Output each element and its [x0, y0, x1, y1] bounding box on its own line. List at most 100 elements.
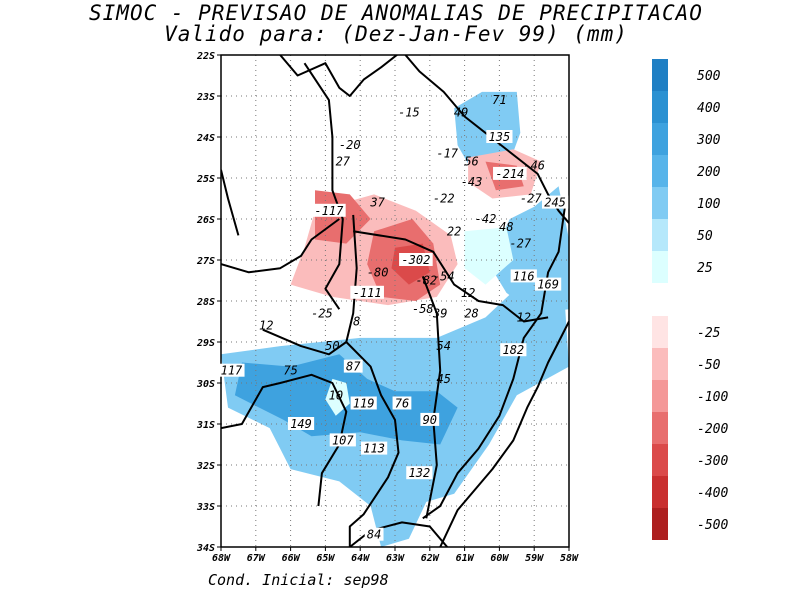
value-label: 49 [454, 105, 468, 119]
legend-negative-swatch [652, 444, 668, 476]
value-label: -54 [433, 269, 455, 283]
lat-tick-label: 30S [196, 379, 215, 390]
lon-tick-label: 63W [386, 553, 405, 564]
border-santafe-west [421, 276, 442, 519]
value-label: -82 [415, 274, 437, 288]
lat-tick-label: 24S [196, 133, 215, 144]
value-label: 117 [221, 364, 243, 378]
border-parana-river [422, 202, 567, 520]
value-label: 119 [353, 397, 375, 411]
map-title: SIMOC - PREVISAO DE ANOMALIAS DE PRECIPI… [89, 1, 703, 25]
legend-negative-swatch [652, 476, 668, 508]
lat-tick-label: 33S [196, 502, 215, 513]
political-borders [221, 55, 569, 547]
value-label: 56 [464, 155, 478, 169]
value-label: 28 [464, 306, 478, 320]
value-label-box [343, 359, 363, 373]
legend-negative-swatch [652, 380, 668, 412]
lon-tick-label: 65W [316, 553, 335, 564]
value-label-box [510, 269, 537, 283]
value-label: 116 [513, 269, 535, 283]
legend-positive-swatch [652, 123, 668, 155]
border-buenos-aires [349, 521, 448, 547]
lon-tick-label: 58W [560, 553, 579, 564]
value-label-box [500, 343, 527, 357]
legend-negative-label: -500 [697, 518, 728, 533]
legend-negative-label: -200 [697, 422, 728, 437]
value-label: -22 [433, 192, 455, 206]
lat-tick-label: 32S [196, 461, 215, 472]
value-label-box [486, 130, 513, 143]
value-label-box [399, 253, 433, 266]
value-label: 84 [367, 528, 381, 542]
lat-tick-label: 28S [196, 297, 215, 308]
value-label-box [541, 195, 569, 209]
value-label: 37 [369, 196, 385, 210]
value-label-box [406, 466, 433, 480]
value-label-box [312, 203, 346, 217]
value-label: 54 [436, 339, 450, 353]
legend-positive-label: 50 [697, 229, 713, 244]
border-chaco [353, 230, 549, 323]
lon-tick-label: 59W [525, 553, 544, 564]
weak-anomaly-east [464, 227, 514, 285]
lat-tick-label: 34S [196, 543, 215, 554]
border-tucuman [221, 218, 340, 274]
legend-positive-label: 200 [697, 165, 721, 180]
value-label: -20 [339, 138, 361, 152]
lon-tick-label: 64W [351, 553, 370, 564]
lat-tick-label: 25S [196, 174, 215, 185]
legend-positive-swatch [652, 91, 668, 123]
value-label: 113 [363, 442, 385, 456]
value-label: 27 [336, 155, 351, 169]
legend-positive-label: 300 [696, 133, 721, 148]
legend-positive-swatch [652, 59, 668, 91]
value-label-box [535, 277, 562, 291]
value-label: 169 [537, 278, 559, 292]
initial-condition-label: Cond. Inicial: sep98 [208, 571, 389, 589]
value-label: 132 [409, 466, 431, 480]
legend-negative-label: -100 [697, 390, 728, 405]
value-label: -27 [520, 192, 542, 206]
border-bolivia [279, 55, 399, 97]
value-label-box [329, 433, 356, 447]
legend-positive-swatch [652, 155, 668, 187]
border-uruguay-river [439, 321, 569, 547]
value-label: -25 [311, 306, 333, 320]
value-label: 45 [436, 372, 450, 386]
value-label-box [287, 417, 315, 430]
value-label-box [493, 166, 527, 180]
value-label-box [350, 285, 384, 299]
value-label: -17 [436, 146, 458, 160]
lon-tick-label: 61W [456, 553, 475, 564]
value-label: 182 [502, 343, 524, 357]
value-label: -43 [461, 175, 483, 189]
lat-tick-label: 31S [196, 420, 215, 431]
value-label: 22 [447, 224, 461, 238]
value-label: 50 [325, 339, 339, 353]
value-label: -15 [398, 105, 420, 119]
value-label: 71 [492, 93, 506, 107]
value-label: -111 [353, 286, 382, 300]
value-label: 87 [346, 360, 361, 374]
border-cordoba [345, 341, 400, 547]
value-label-box [364, 527, 384, 541]
legend-positive-swatch [652, 219, 668, 251]
legend-positive-label: 100 [697, 197, 721, 212]
lon-tick-label: 68W [212, 553, 231, 564]
value-label: -117 [314, 204, 344, 218]
lat-tick-label: 22S [196, 51, 215, 62]
legend-negative-swatch [652, 316, 668, 348]
legend-negative-swatch [652, 412, 668, 444]
value-label: 12 [461, 286, 475, 300]
value-label: 245 [544, 196, 566, 210]
lon-tick-label: 67W [247, 553, 266, 564]
legend-negative-label: -50 [697, 358, 721, 373]
legend-positive-label: 25 [697, 261, 713, 276]
legend-negative-swatch [652, 508, 668, 540]
legend-negative-label: -25 [697, 326, 721, 341]
value-label: -302 [401, 253, 430, 267]
legend-negative-label: -300 [697, 454, 728, 469]
value-label-box [218, 363, 245, 377]
